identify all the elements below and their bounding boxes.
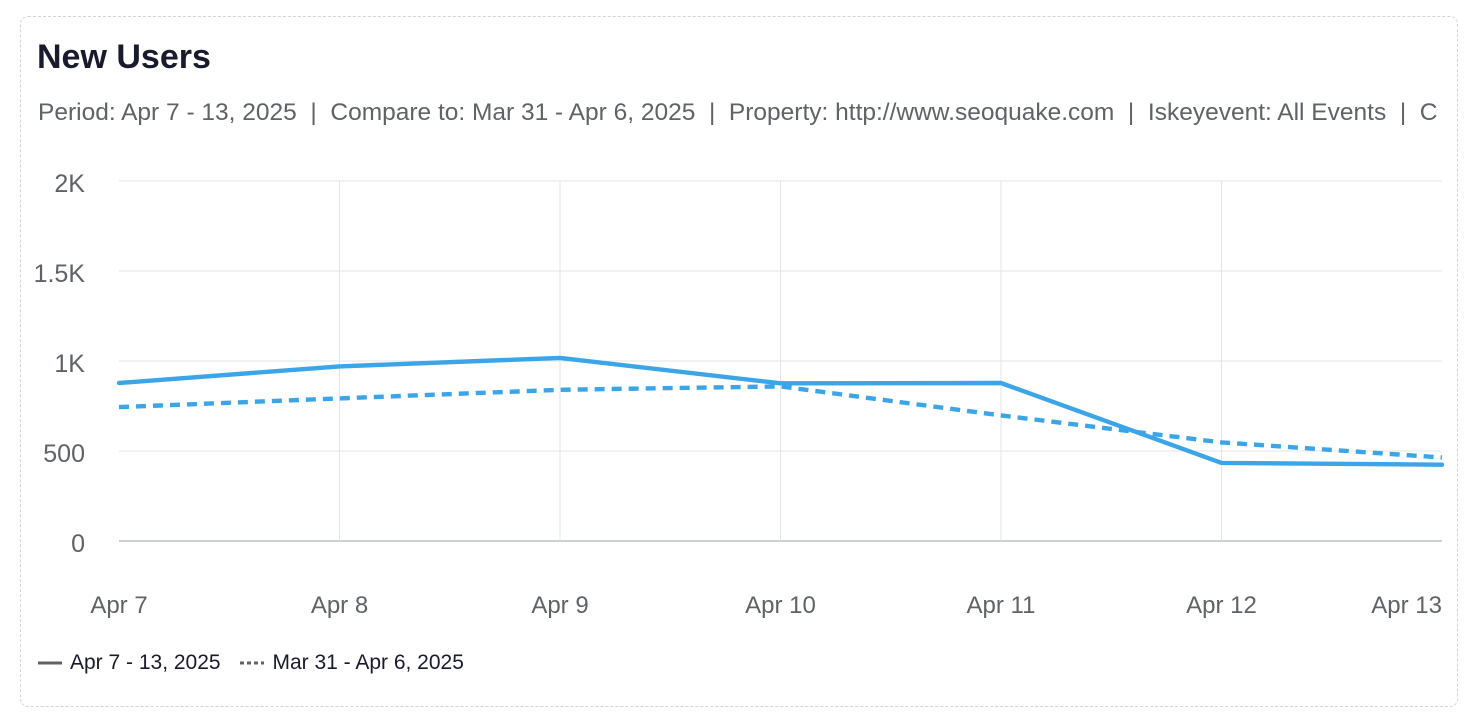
svg-text:Apr 10: Apr 10 — [745, 592, 816, 619]
svg-text:Apr 11: Apr 11 — [967, 592, 1036, 619]
svg-text:Apr 13: Apr 13 — [1371, 592, 1442, 619]
svg-text:Apr 12: Apr 12 — [1186, 592, 1257, 619]
svg-text:Apr 7: Apr 7 — [90, 592, 147, 619]
svg-text:500: 500 — [43, 440, 85, 468]
svg-text:Apr 8: Apr 8 — [311, 592, 368, 619]
svg-text:1K: 1K — [54, 350, 85, 378]
svg-text:Apr 9: Apr 9 — [531, 592, 588, 619]
svg-text:2K: 2K — [54, 170, 85, 198]
svg-text:0: 0 — [71, 530, 85, 558]
svg-text:1.5K: 1.5K — [34, 260, 86, 288]
